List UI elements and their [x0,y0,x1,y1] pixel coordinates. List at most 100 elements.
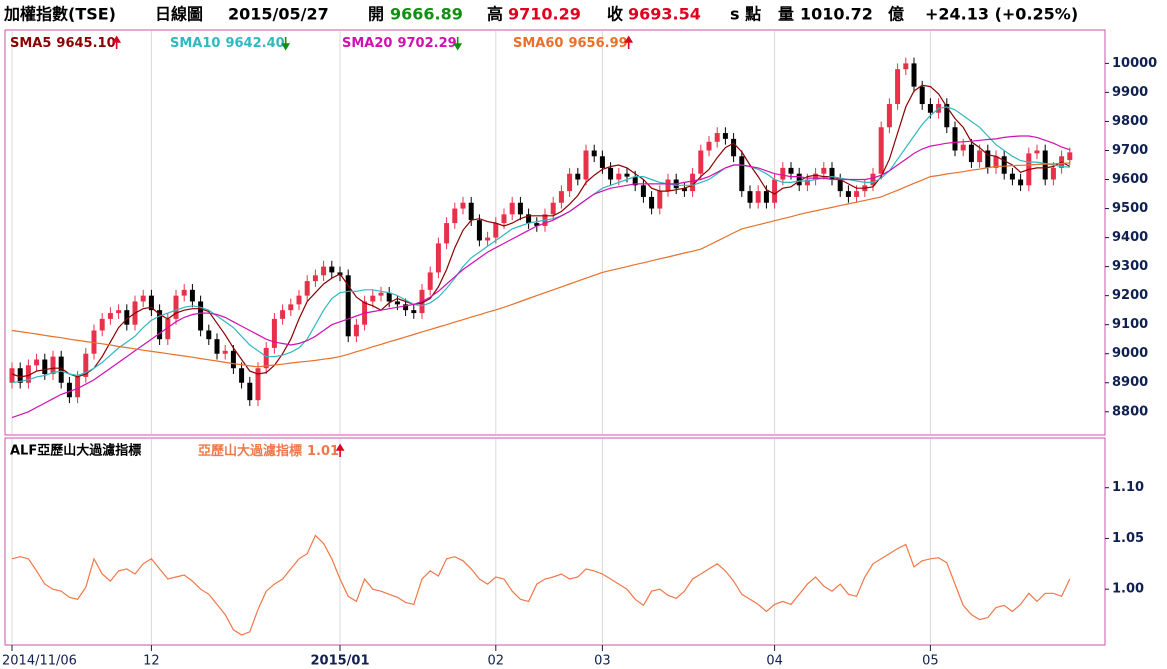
candle-body [329,266,335,273]
candle-body [173,295,179,319]
candle-body [731,138,737,157]
candle-body [796,173,802,186]
line-series [11,162,1070,368]
date: 2015/05/27 [228,5,329,24]
high-label: 高 [487,5,503,24]
candle-body [222,350,228,354]
candle-body [993,156,999,168]
candle-body [919,86,925,105]
candle-body [239,368,245,383]
candle-body [854,191,860,197]
y-tick-label: 9200 [1112,288,1148,303]
candle-body [485,237,491,241]
candle-body [886,104,892,128]
legend-name: SMA20 [342,36,392,51]
candle-body [632,176,638,186]
candle-body [435,243,441,273]
y-tick-label: 9500 [1112,201,1148,216]
candle-body [157,310,163,340]
change: +24.13 (+0.25%) [925,5,1078,24]
candle-body [927,104,933,113]
y-tick-label: 8900 [1112,375,1148,390]
line-series [11,106,1070,384]
candle-body [1034,150,1040,154]
candle-body [124,310,130,325]
candle-body [345,275,351,337]
candle-body [9,368,15,383]
period: 日線圖 [155,5,203,24]
candle-body [411,310,417,314]
candle-body [468,202,474,221]
candle-body [944,104,950,128]
candle-body [616,173,622,180]
y-tick-label: 1.10 [1112,480,1144,495]
y-tick-label: 9300 [1112,259,1148,274]
trend-arrow [281,37,291,51]
line-series [11,84,1071,378]
candle-body [148,295,154,311]
candle-body [206,330,212,340]
y-tick-label: 10000 [1112,56,1157,71]
candle-body [25,365,31,383]
candle-body [403,304,409,311]
candle-body [829,167,835,180]
legend-value: 9645.10 [56,36,115,51]
candle-body [288,304,294,311]
candle-body [657,191,663,209]
candle-body [624,173,630,177]
candle-body [42,359,48,375]
candle-body [722,133,728,139]
candle-body [804,179,810,186]
candle-body [608,167,614,180]
candle-body [50,356,56,375]
candle-body [1042,150,1048,180]
candle-body [452,208,458,224]
legend-entry: SMA5 9645.10 [10,36,116,51]
candle-body [640,185,646,197]
candle-body [83,353,89,377]
x-tick-label: 04 [766,654,783,669]
candle-body [550,202,556,215]
unit: s 點 [730,5,761,24]
candle-body [960,144,966,151]
candle-body [952,127,958,151]
candle-body [386,292,392,302]
candle-body [985,150,991,168]
x-tick-label: 03 [594,654,611,669]
high-value: 9710.29 [508,5,581,24]
candle-body [509,202,515,215]
y-tick-label: 9600 [1112,172,1148,187]
price-panel [4,29,1106,436]
candle-body [690,173,696,192]
candle-body [280,310,286,319]
y-tick-label: 9700 [1112,143,1148,158]
candle-body [34,359,40,366]
candle-body [427,272,433,290]
candle-body [189,289,195,302]
candle-body [878,127,884,174]
candle-body [116,310,122,314]
candle-body [895,69,901,105]
x-tick-label: 2014/11/06 [2,654,77,669]
x-tick-label: 02 [488,654,505,669]
volume-label: 量 [778,5,794,24]
y-tick-label: 8800 [1112,404,1148,419]
candle-body [575,173,581,180]
legend-value: 9702.29 [397,36,456,51]
candle-body [263,347,269,369]
candle-body [312,275,318,282]
candle-body [903,63,909,70]
legend-value: 9656.99 [568,36,627,51]
candle-body [968,144,974,163]
candle-body [755,191,761,203]
legend-entry: 亞歷山大過濾指標 1.01 [198,443,339,459]
candle-body [394,301,400,305]
legend-name: SMA10 [170,36,220,51]
close-value: 9693.54 [628,5,701,24]
line-series [11,534,1071,636]
candle-body [476,220,482,241]
candle-body [353,324,359,337]
candle-body [378,292,384,296]
candle-body [517,202,523,215]
candle-body [181,289,187,296]
